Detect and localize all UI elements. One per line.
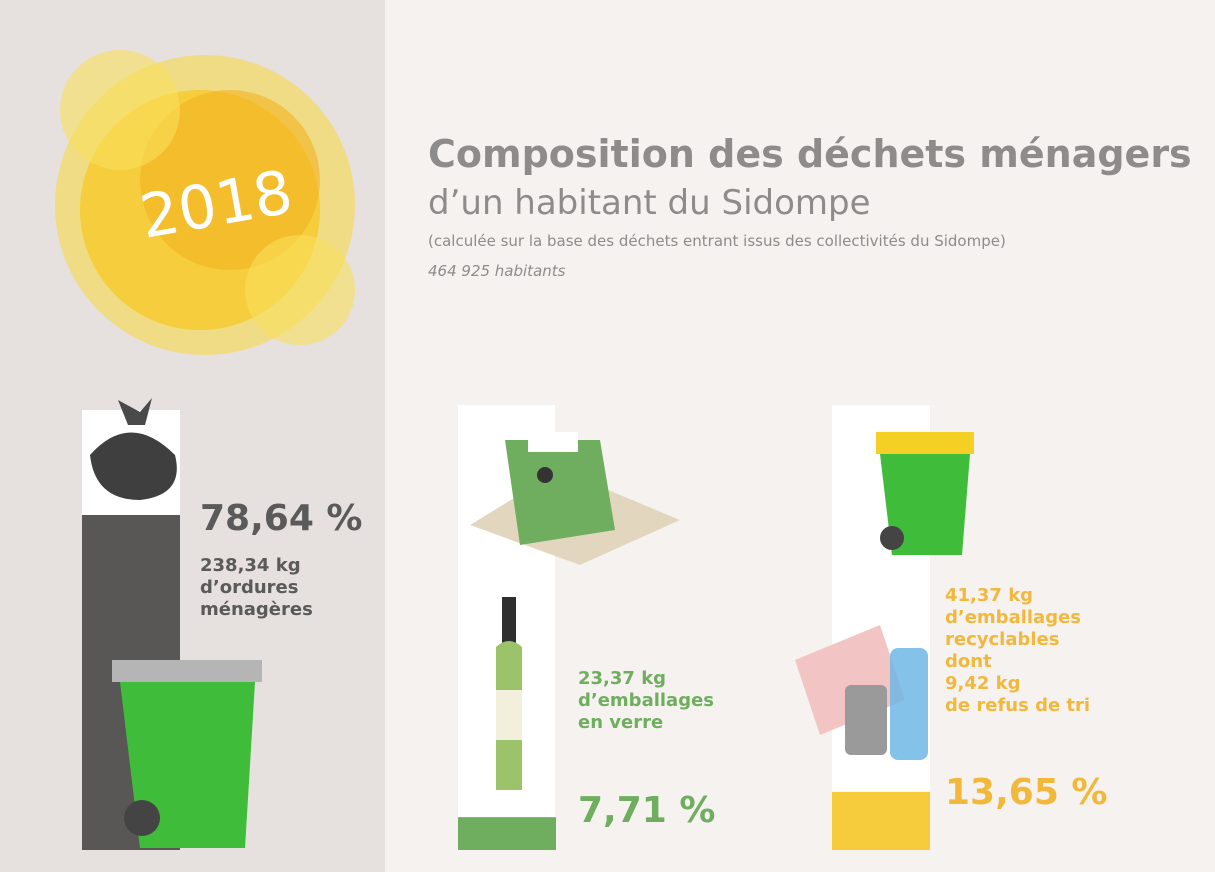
yellow-bin-icon bbox=[876, 432, 974, 555]
category-label: 41,37 kg d’emballages recyclables dont 9… bbox=[945, 585, 1090, 717]
value-label: 7,71 % bbox=[578, 790, 715, 831]
bar bbox=[458, 817, 556, 850]
value-label: 13,65 % bbox=[945, 772, 1107, 813]
population: 464 925 habitants bbox=[428, 262, 565, 280]
subtitle: d’un habitant du Sidompe bbox=[428, 183, 871, 223]
category-label: 238,34 kg d’ordures ménagères bbox=[200, 555, 313, 621]
note: (calculée sur la base des déchets entran… bbox=[428, 232, 1006, 250]
grey-bin-icon bbox=[112, 660, 262, 848]
infographic: 2018 Composition des déchets ménagers d’… bbox=[0, 0, 1215, 872]
category-label: 23,37 kg d’emballages en verre bbox=[578, 668, 714, 734]
bar bbox=[832, 792, 930, 850]
title: Composition des déchets ménagers bbox=[428, 132, 1192, 176]
chart bbox=[0, 0, 1215, 872]
value-label: 78,64 % bbox=[200, 498, 362, 539]
